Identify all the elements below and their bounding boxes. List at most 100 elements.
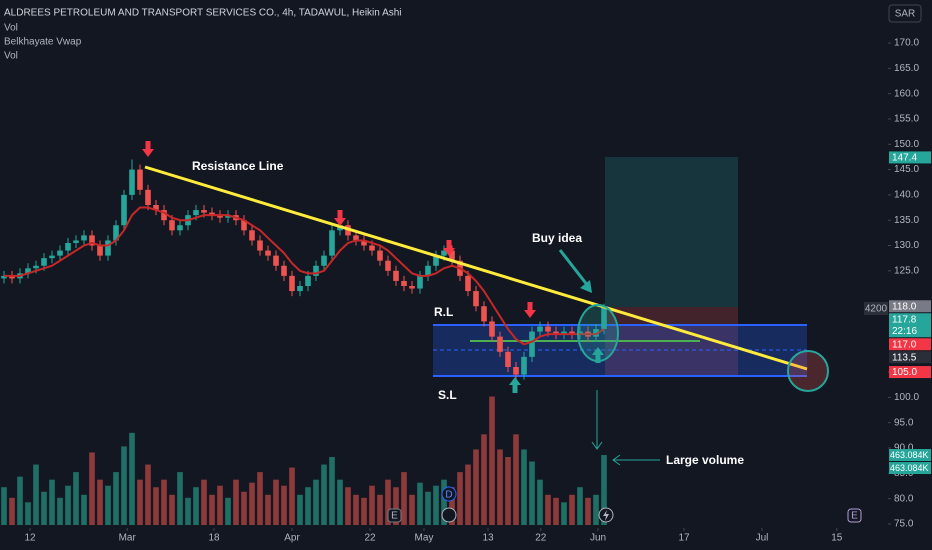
event-label[interactable]: E [391, 511, 398, 522]
volume-bar [385, 479, 391, 525]
volume-bar [145, 464, 151, 525]
volume-bar [49, 479, 55, 525]
candle-body [489, 321, 495, 337]
x-tick-label: 13 [482, 533, 494, 544]
candle-body [537, 326, 543, 332]
candle-body [89, 235, 95, 246]
circle-highlight [787, 350, 829, 392]
volume-bar [449, 487, 455, 525]
volume-bar [185, 497, 191, 525]
volume-bar [361, 497, 367, 525]
y-tick-label: 80.0 [894, 493, 914, 504]
volume-bar [129, 432, 135, 525]
price-label-box [889, 313, 931, 338]
price-label-box [889, 151, 931, 164]
volume-bar [281, 485, 287, 525]
candle-body [321, 255, 327, 266]
y-tick-label: 150.0 [894, 139, 919, 150]
event-icon[interactable] [441, 486, 457, 502]
x-tick-label: May [415, 533, 434, 544]
drawings-back [433, 157, 807, 377]
volume-bar [593, 494, 599, 525]
candle-body [241, 220, 247, 231]
volume-bar [137, 479, 143, 525]
candle-body [289, 275, 295, 292]
volume-bar [585, 497, 591, 525]
target-zone [605, 157, 738, 307]
candle-body [169, 220, 175, 231]
price-label: 117.8 [892, 314, 917, 325]
candle-body [49, 255, 55, 259]
volume-bar [97, 479, 103, 525]
candle-body [217, 215, 223, 218]
candle-body [33, 265, 39, 269]
volume-bar [537, 479, 543, 525]
volume-bar [201, 479, 207, 525]
x-tick-label: 22 [364, 533, 376, 544]
volume-bar [257, 472, 263, 525]
vwap-line [4, 206, 605, 346]
volume-bar [305, 487, 311, 525]
volume-bar [337, 479, 343, 525]
volume-bar [577, 487, 583, 525]
volume-bar [193, 487, 199, 525]
volume-label: 463.084K [890, 463, 929, 473]
y-tick-label: 165.0 [894, 63, 919, 74]
volume-bar [33, 464, 39, 525]
volume-bar [329, 457, 335, 525]
candle-body [561, 331, 567, 335]
resistance-line [144, 165, 808, 371]
volume-bar [153, 487, 159, 525]
volume-bar [409, 494, 415, 525]
volume-bar [505, 457, 511, 525]
indicator-name: Vol [4, 51, 18, 62]
currency-box[interactable] [888, 4, 922, 23]
event-glyph [603, 510, 609, 521]
candle-body [105, 240, 111, 256]
event-icon[interactable] [441, 507, 457, 523]
volume-bar [1, 487, 7, 525]
x-tick-label: Jul [756, 533, 769, 544]
candle-body [145, 189, 151, 206]
volume-bar [273, 479, 279, 525]
event-icon[interactable] [847, 508, 862, 523]
event-label[interactable]: E [851, 511, 858, 522]
candle-body [545, 326, 551, 332]
candle-body [441, 250, 447, 256]
volume-bar [433, 485, 439, 525]
candle-body [449, 250, 455, 261]
chart-title: ALDREES PETROLEUM AND TRANSPORT SERVICES… [4, 8, 402, 19]
candle-body [129, 169, 135, 195]
volume-bar [177, 472, 183, 525]
volume-bar [393, 487, 399, 525]
volume-bar [497, 449, 503, 525]
candle-body [433, 255, 439, 266]
volume-bar [265, 494, 271, 525]
currency[interactable]: SAR [895, 9, 916, 20]
volume-bar [233, 479, 239, 525]
candle-body [417, 275, 423, 289]
volume-bar [601, 455, 607, 525]
candle-body [305, 275, 311, 287]
y-tick-label: 90.0 [894, 443, 914, 454]
volume-bar [25, 502, 31, 525]
volume-bar [9, 497, 15, 525]
y-tick-label: 95.0 [894, 417, 914, 428]
candle-body [209, 212, 215, 216]
volume-bar [73, 472, 79, 525]
volume-bar [473, 449, 479, 525]
candle-body [377, 250, 383, 261]
candle-body [593, 329, 599, 337]
volume-bar [417, 482, 423, 525]
x-tick-label: Apr [284, 533, 300, 544]
y-tick-label: 160.0 [894, 88, 919, 99]
event-icon[interactable] [387, 508, 402, 523]
volume-bar [401, 472, 407, 525]
event-label[interactable]: D [445, 490, 452, 501]
candle-body [193, 210, 199, 216]
price-label: 113.5 [892, 352, 917, 363]
volume-bar [249, 482, 255, 525]
candle-body [281, 265, 287, 276]
volume-bar [289, 467, 295, 525]
